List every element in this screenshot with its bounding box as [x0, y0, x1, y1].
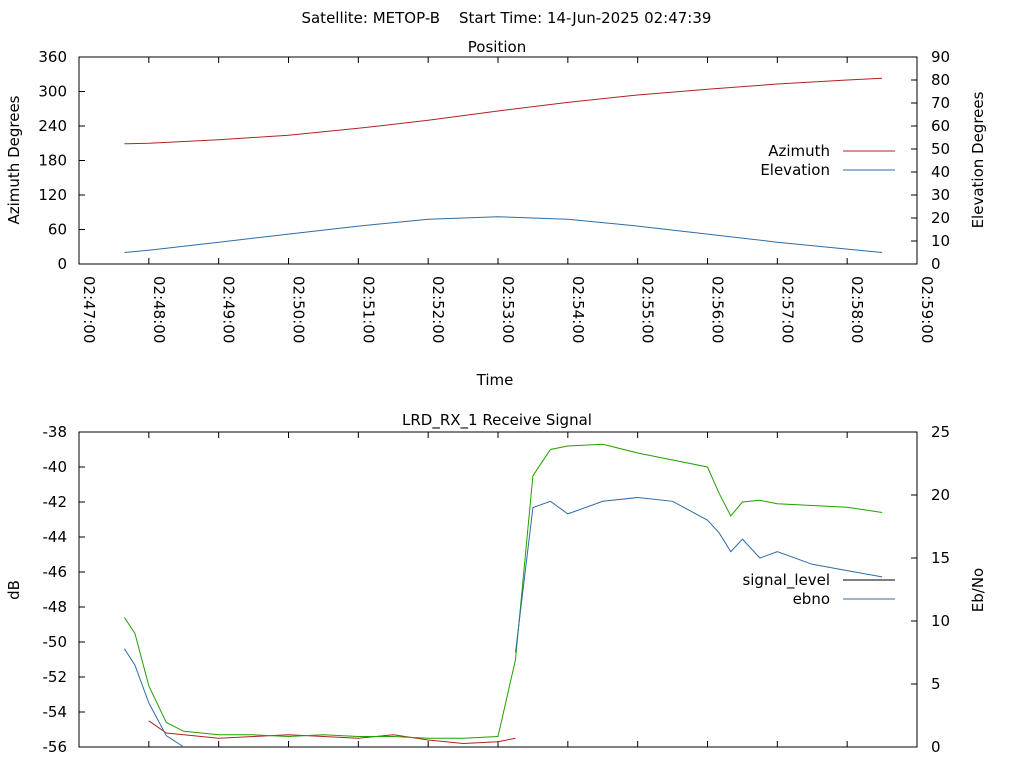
position-x-tick-label: 02:50:00: [290, 276, 308, 343]
position-series-Elevation: [124, 216, 883, 253]
position-x-tick-label: 02:53:00: [499, 276, 517, 343]
legend-ebno-label: ebno: [793, 590, 830, 608]
signal-y-tick-label: -46: [43, 563, 68, 581]
signal-y-tick-label: -48: [43, 598, 68, 616]
position-y-tick-label: 0: [57, 255, 67, 273]
position-y2-axis-label: Elevation Degrees: [969, 91, 987, 228]
signal-y2-tick-label: 5: [931, 675, 941, 693]
position-y-tick-label: 180: [38, 152, 67, 170]
signal-y-axis-label: dB: [5, 580, 23, 600]
position-y-axis-label: Azimuth Degrees: [5, 95, 23, 224]
signal-y-tick-label: -40: [43, 458, 68, 476]
position-x-tick-label: 02:58:00: [848, 276, 866, 343]
position-x-tick-label: 02:47:00: [80, 276, 98, 343]
signal-y-tick-label: -38: [43, 423, 68, 441]
signal-series-ebno: [515, 496, 883, 653]
signal-y-tick-label: -50: [43, 633, 68, 651]
position-chart: Position Azimuth Degrees Elevation Degre…: [5, 38, 987, 389]
position-y2-tick-label: 10: [931, 232, 950, 250]
signal-y2-tick-label: 10: [931, 612, 950, 630]
position-legend: Azimuth Elevation: [760, 142, 895, 179]
position-y-tick-label: 240: [38, 117, 67, 135]
signal-plot-frame: [78, 431, 918, 748]
satellite-label: Satellite: METOP-B: [301, 9, 440, 27]
position-y-tick-label: 60: [48, 221, 67, 239]
signal-chart: LRD_RX_1 Receive Signal dB Eb/No -56-54-…: [5, 411, 987, 756]
position-y-tick-label: 120: [38, 186, 67, 204]
signal-legend: signal_level ebno: [742, 571, 895, 608]
position-ticks: 02:47:00 02:48:00 02:49:00 02:50:00 02:51:00…: [38, 48, 950, 343]
legend-signal-level-label: signal_level: [742, 571, 830, 590]
signal-series-signal_level: [148, 720, 516, 745]
position-y2-tick-label: 40: [931, 163, 950, 181]
position-x-tick-label: 02:51:00: [359, 276, 377, 343]
position-y2-tick-label: 50: [931, 140, 950, 158]
start-time-label: Start Time: 14-Jun-2025 02:47:39: [459, 9, 711, 27]
signal-y-tick-label: -52: [43, 668, 68, 686]
position-y2-tick-label: 70: [931, 94, 950, 112]
signal-y2-axis-label: Eb/No: [969, 568, 987, 612]
position-y2-tick-label: 60: [931, 117, 950, 135]
position-series-Azimuth: [124, 77, 883, 145]
position-x-tick-label: 02:49:00: [220, 276, 238, 343]
position-y2-tick-label: 30: [931, 186, 950, 204]
signal-ticks: -56 -54 -52 -50 -48 -46 -44 -42 -40 -38 0 5 10 15 20 25: [43, 423, 951, 756]
position-chart-title: Position: [468, 38, 526, 56]
signal-chart-title: LRD_RX_1 Receive Signal: [402, 411, 592, 430]
position-x-tick-label: 02:48:00: [150, 276, 168, 343]
position-series: [124, 77, 883, 253]
position-y-tick-label: 300: [38, 83, 67, 101]
legend-azimuth-label: Azimuth: [768, 142, 830, 160]
position-y2-tick-label: 20: [931, 209, 950, 227]
position-y2-tick-label: 80: [931, 71, 950, 89]
signal-y-tick-label: -42: [43, 493, 68, 511]
signal-series-ebno: [123, 648, 185, 748]
signal-y-tick-label: -56: [43, 738, 68, 756]
position-x-tick-label: 02:56:00: [709, 276, 727, 343]
position-y2-tick-label: 90: [931, 48, 950, 66]
position-x-tick-label: 02:59:00: [918, 276, 936, 343]
signal-y-tick-label: -44: [43, 528, 68, 546]
position-x-axis-label: Time: [476, 371, 514, 389]
signal-series-line-1: [123, 443, 883, 739]
position-x-tick-label: 02:55:00: [639, 276, 657, 343]
signal-y2-tick-label: 20: [931, 486, 950, 504]
position-y2-tick-label: 0: [931, 255, 941, 273]
position-x-tick-label: 02:57:00: [778, 276, 796, 343]
position-y-tick-label: 360: [38, 48, 67, 66]
position-x-tick-label: 02:54:00: [569, 276, 587, 343]
signal-y2-tick-label: 15: [931, 549, 950, 567]
position-x-tick-label: 02:52:00: [429, 276, 447, 343]
signal-y-tick-label: -54: [43, 703, 68, 721]
signal-y2-tick-label: 25: [931, 423, 950, 441]
legend-elevation-label: Elevation: [760, 161, 830, 179]
signal-y2-tick-label: 0: [931, 738, 941, 756]
signal-series: [123, 443, 883, 748]
